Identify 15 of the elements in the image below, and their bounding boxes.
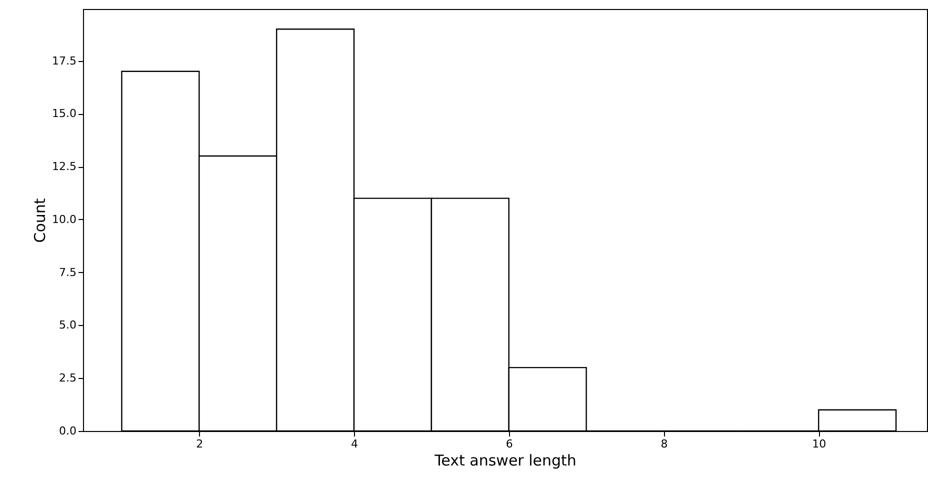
x-tick-label: 10 bbox=[812, 438, 826, 450]
y-tick-label: 10.0 bbox=[52, 212, 76, 226]
x-axis-title: Text answer length bbox=[434, 452, 576, 470]
y-tick-label: 7.5 bbox=[59, 266, 76, 279]
y-tick-label: 0.0 bbox=[59, 424, 76, 438]
y-axis-title: Count bbox=[31, 198, 50, 243]
x-tick-label: 4 bbox=[351, 438, 358, 450]
y-tick-label: 12.5 bbox=[52, 160, 76, 174]
y-tick-label: 17.5 bbox=[52, 54, 76, 68]
x-tick-label: 8 bbox=[660, 438, 668, 450]
y-tick-label: 5.0 bbox=[59, 318, 76, 332]
y-tick-label: 15.0 bbox=[52, 107, 76, 120]
y-tick-label: 2.5 bbox=[59, 372, 76, 385]
x-tick-label: 6 bbox=[506, 438, 513, 450]
x-tick-label: 2 bbox=[196, 438, 204, 450]
